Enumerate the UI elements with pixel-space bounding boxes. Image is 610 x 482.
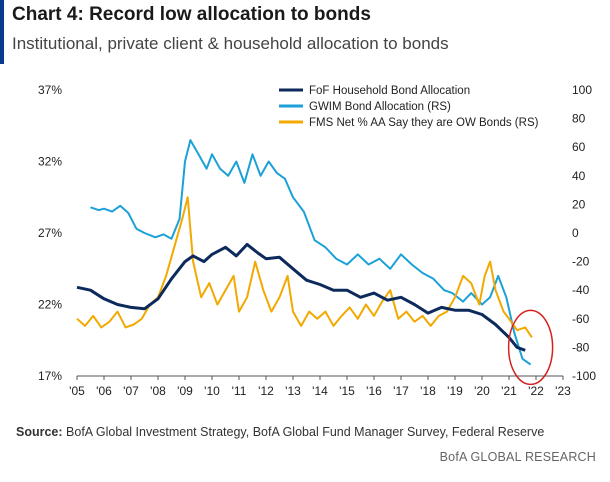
source-text: BofA Global Investment Strategy, BofA Gl… [66, 425, 545, 439]
x-axis: '05 '06 '07 '08 '09 '10 '11 '12 '13 '14 '15 '16 '17 '… [69, 376, 571, 398]
x-tick-label: '20 [474, 384, 490, 398]
household-series-line [76, 242, 526, 352]
right-tick-label: -40 [572, 283, 590, 297]
left-axis: 17% 22% 27% 32% 37% [38, 83, 62, 383]
gwim-series-line [90, 139, 532, 366]
x-tick-label: '05 [69, 384, 85, 398]
right-tick-label: -100 [572, 369, 596, 383]
x-tick-label: '17 [393, 384, 409, 398]
source-note: Source: BofA Global Investment Strategy,… [16, 425, 544, 439]
right-tick-label: -80 [572, 340, 590, 354]
chart-title: Chart 4: Record low allocation to bonds [12, 4, 371, 25]
right-tick-label: -20 [572, 255, 590, 269]
x-tick-label: '22 [528, 384, 544, 398]
x-tick-label: '11 [232, 384, 247, 398]
x-tick-label: '08 [150, 384, 166, 398]
x-tick-label: '16 [366, 384, 382, 398]
highlight-circle [507, 309, 554, 386]
right-tick-label: 100 [572, 83, 592, 97]
x-tick-label: '09 [177, 384, 193, 398]
credit-line: BofA GLOBAL RESEARCH [439, 450, 596, 464]
legend-label: FoF Household Bond Allocation [309, 85, 470, 97]
x-tick-label: '10 [204, 384, 220, 398]
right-tick-label: 40 [572, 169, 586, 183]
right-tick-label: 0 [572, 226, 579, 240]
legend-label: FMS Net % AA Say they are OW Bonds (RS) [309, 117, 539, 129]
left-tick-label: 22% [38, 298, 62, 312]
x-tick-label: '19 [447, 384, 463, 398]
chart-subtitle: Institutional, private client & househol… [12, 34, 449, 53]
fms-series-line [76, 196, 533, 338]
x-tick-label: '07 [123, 384, 139, 398]
right-tick-label: 20 [572, 197, 586, 211]
series-layer [76, 139, 533, 366]
left-tick-label: 37% [38, 83, 62, 97]
x-tick-label: '06 [96, 384, 112, 398]
x-tick-label: '14 [312, 384, 328, 398]
left-tick-label: 27% [38, 226, 62, 240]
legend: FoF Household Bond Allocation GWIM Bond A… [279, 85, 539, 129]
x-tick-label: '15 [339, 384, 355, 398]
right-tick-label: 80 [572, 112, 586, 126]
chart-area: 17% 22% 27% 32% 37% -100 -80 -60 -40 -20 0 20 40 60 8… [38, 83, 596, 398]
x-tick-label: '12 [258, 384, 274, 398]
x-tick-label: '21 [501, 384, 517, 398]
x-tick-label: '13 [285, 384, 301, 398]
right-tick-label: -60 [572, 312, 590, 326]
source-label: Source: [16, 425, 63, 439]
left-tick-label: 17% [38, 369, 62, 383]
right-axis: -100 -80 -60 -40 -20 0 20 40 60 80 100 [572, 83, 596, 383]
x-tick-label: '18 [420, 384, 436, 398]
x-tick-label: '23 [555, 384, 571, 398]
right-tick-label: 60 [572, 140, 586, 154]
left-tick-label: 32% [38, 155, 62, 169]
legend-label: GWIM Bond Allocation (RS) [309, 101, 451, 113]
accent-bar [0, 0, 4, 64]
